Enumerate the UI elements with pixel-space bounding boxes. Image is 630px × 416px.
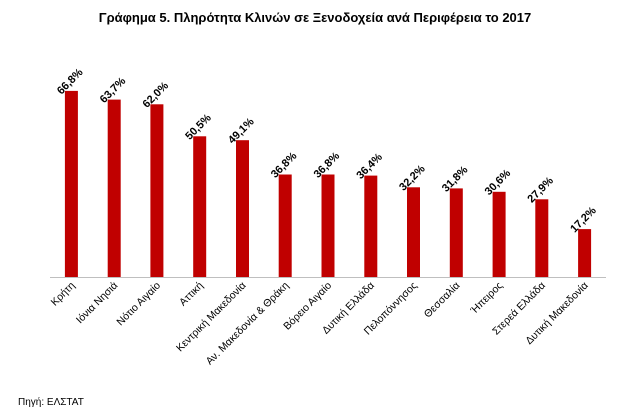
bar [107, 99, 121, 277]
x-tick-label: Ιόνια Νησιά [74, 280, 120, 326]
bar [321, 174, 335, 277]
x-tick-label: Κρήτη [49, 280, 78, 309]
bar [407, 187, 420, 277]
x-tick-label: Ήπειρος [468, 280, 505, 317]
bar [535, 199, 549, 277]
bar [578, 229, 592, 277]
bar [236, 140, 249, 277]
bar [193, 136, 207, 277]
x-tick-label: Αν. Μακεδονία & Θράκη [204, 280, 292, 368]
x-tick-label: Αττική [177, 280, 206, 309]
x-tick-label: Θεσσαλία [422, 280, 463, 321]
bars-layer [64, 90, 592, 278]
bar [64, 90, 78, 278]
bar [492, 191, 506, 277]
bar [364, 175, 378, 277]
source-note: Πηγή: ΕΛΣΤΑΤ [18, 397, 84, 408]
bar [150, 104, 164, 277]
bar [449, 188, 463, 277]
x-tick-label: Νότιο Αιγαίο [114, 280, 163, 329]
chart-title: Γράφημα 5. Πληρότητα Κλινών σε Ξενοδοχεί… [98, 10, 532, 25]
bar [278, 174, 292, 277]
